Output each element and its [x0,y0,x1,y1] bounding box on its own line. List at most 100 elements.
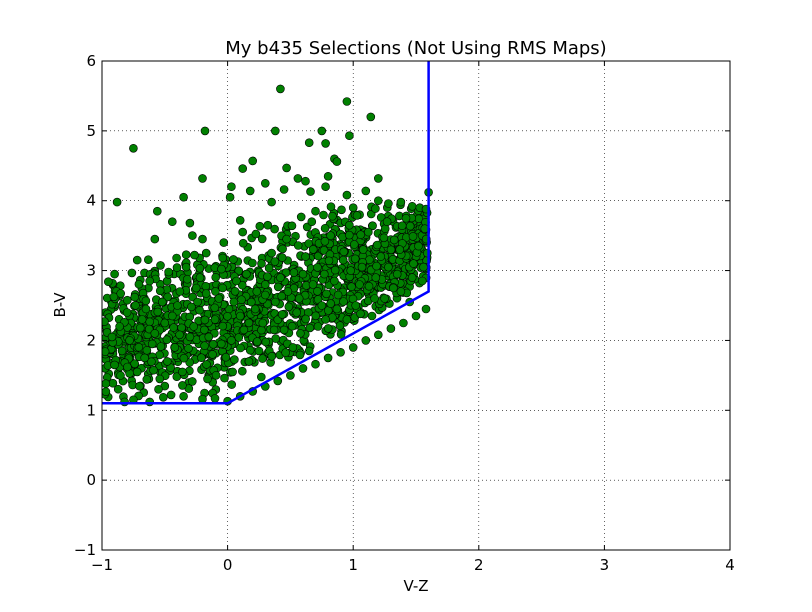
data-point [116,371,125,380]
data-point [260,280,270,289]
data-point [163,357,172,366]
data-point [283,287,293,296]
data-point [339,247,349,257]
data-point [289,268,299,277]
data-point [200,341,209,351]
data-point [396,197,406,207]
data-point [225,192,235,202]
x-tick-label: 0 [223,556,233,574]
data-point [238,238,248,248]
data-point [264,263,274,273]
data-point [153,307,163,317]
data-point [401,213,411,223]
data-point [337,205,346,215]
data-point [145,397,154,407]
data-point [178,367,187,377]
data-point [179,391,188,401]
x-tick-labels: −1 0 1 2 3 4 [91,556,735,574]
data-point [178,381,187,390]
data-point [373,330,383,340]
data-point [276,84,285,94]
data-point [158,297,167,307]
data-point [345,220,354,230]
data-point [221,352,231,362]
data-point [250,304,260,314]
data-point [254,346,264,356]
x-tick-label: 1 [348,556,358,574]
y-tick-label: 3 [86,262,96,280]
data-point [270,224,279,234]
data-point [154,384,163,394]
data-point [185,358,194,367]
data-point [414,241,423,251]
data-point [179,192,188,202]
x-tick-label: 2 [474,556,484,574]
data-point [270,297,280,307]
data-point [257,259,266,268]
data-point [304,346,314,356]
data-point [319,269,329,279]
data-point [189,322,198,331]
data-point [185,332,195,342]
data-point [110,360,119,370]
data-point [211,370,221,380]
data-point [267,248,276,258]
y-tick-label: −1 [74,541,96,559]
data-point [247,297,256,307]
data-point [298,364,308,373]
data-point [306,187,315,196]
data-point [200,315,210,325]
data-point [347,282,356,292]
data-point [313,322,323,331]
data-point [175,330,184,340]
data-point [229,255,238,264]
data-point [120,397,129,407]
data-point [210,303,219,313]
data-point [417,276,427,286]
data-point [235,311,245,321]
data-point [169,323,178,332]
y-tick-labels: −1 0 1 2 3 4 5 6 [74,52,96,559]
data-point [190,250,199,260]
data-point [235,216,245,225]
data-point [311,206,320,216]
x-tick-label: 3 [600,556,610,574]
data-point [301,252,310,261]
data-point [218,321,228,331]
data-point [338,255,348,265]
data-point [322,289,331,299]
data-point [389,235,399,245]
data-point [260,179,270,188]
data-point [293,174,303,183]
data-point [245,345,255,355]
data-point [163,292,172,302]
data-point [102,387,111,396]
data-point [367,311,377,321]
data-point [319,210,328,220]
x-tick-label: −1 [91,556,113,574]
data-point [179,353,189,363]
data-point [342,190,352,200]
data-point [342,315,352,324]
data-point [257,325,266,335]
data-point [270,257,280,266]
data-point [129,144,138,153]
data-point [372,240,382,250]
data-point [187,302,196,312]
data-point [107,332,117,342]
data-point [184,344,193,353]
data-point [258,354,267,363]
data-point [422,248,432,258]
data-point [287,321,297,331]
data-point [263,220,273,230]
data-point [208,350,217,359]
data-point [218,253,227,263]
data-point [298,269,308,279]
data-point [150,329,160,338]
data-point [263,272,272,281]
data-point [195,305,204,315]
data-point [356,230,366,239]
data-point [261,337,271,347]
data-point [248,156,257,166]
